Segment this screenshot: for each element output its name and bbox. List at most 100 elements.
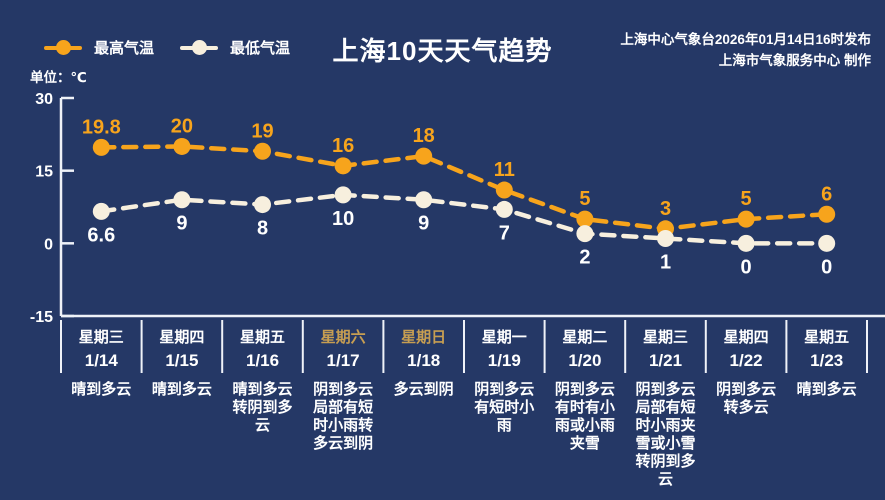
max-temp-value-label: 16 bbox=[332, 135, 354, 157]
day-name-label: 星期二 bbox=[562, 329, 608, 346]
min-temp-value-label: 10 bbox=[332, 208, 354, 230]
min-temp-point bbox=[576, 225, 594, 243]
min-temp-point bbox=[173, 191, 191, 209]
max-temp-point bbox=[576, 210, 594, 228]
forecast-day-column: 星期二 1/20 阴到多云有时有小雨或小雨夹雪 bbox=[545, 328, 626, 453]
date-label: 1/14 bbox=[84, 351, 118, 370]
min-temp-value-label: 1 bbox=[660, 251, 671, 273]
day-name-label: 星期三 bbox=[642, 329, 688, 346]
min-temp-point bbox=[92, 202, 110, 220]
date-label: 1/15 bbox=[165, 351, 199, 370]
min-temp-point bbox=[415, 191, 433, 209]
min-temp-value-label: 0 bbox=[821, 256, 832, 278]
day-name-label: 星期一 bbox=[481, 329, 527, 346]
min-temp-point bbox=[254, 196, 271, 214]
day-name-label: 星期五 bbox=[804, 329, 850, 346]
min-temp-point bbox=[657, 229, 674, 247]
max-temp-point bbox=[495, 181, 513, 199]
date-label: 1/16 bbox=[245, 351, 280, 370]
max-temp-value-label: 19.8 bbox=[82, 116, 121, 138]
max-temp-value-label: 5 bbox=[579, 188, 590, 210]
y-axis-tick-label: -15 bbox=[30, 309, 53, 326]
unit-label: 单位：℃ bbox=[30, 70, 87, 85]
legend-label-min: 最低气温 bbox=[230, 40, 291, 57]
day-name-label: 星期六 bbox=[320, 329, 366, 346]
weather-description: 晴到多云 bbox=[796, 381, 857, 398]
max-temp-value-label: 3 bbox=[660, 198, 671, 220]
weather-description: 晴到多云 bbox=[71, 381, 132, 398]
y-axis-tick-label: 30 bbox=[35, 91, 53, 108]
day-name-label: 星期三 bbox=[78, 329, 124, 346]
weather-description: 晴到多云 bbox=[151, 381, 212, 398]
min-temp-value-label: 9 bbox=[418, 213, 429, 235]
forecast-day-column: 星期四 1/15 晴到多云 bbox=[142, 328, 223, 399]
weather-description: 阴到多云转多云 bbox=[716, 381, 777, 416]
min-temp-value-label: 7 bbox=[499, 222, 510, 244]
forecast-day-column: 星期一 1/19 阴到多云有短时小雨 bbox=[464, 328, 545, 435]
forecast-day-column: 星期三 1/14 晴到多云 bbox=[61, 328, 142, 399]
forecast-day-column: 星期五 1/23 晴到多云 bbox=[786, 328, 867, 399]
min-temp-point bbox=[818, 234, 836, 252]
y-axis-tick-label: 0 bbox=[44, 236, 53, 253]
max-temp-point bbox=[334, 157, 352, 175]
day-name-label: 星期四 bbox=[723, 329, 769, 346]
source-line-issued: 上海中心气象台2026年01月14日16时发布 bbox=[620, 32, 871, 47]
forecast-day-column: 星期六 1/17 阴到多云局部有短时小雨转多云到阴 bbox=[303, 328, 384, 453]
source-line-producer: 上海市气象服务中心 制作 bbox=[718, 53, 871, 68]
date-label: 1/17 bbox=[326, 351, 360, 370]
max-temp-point bbox=[254, 142, 271, 160]
forecast-day-column: 星期日 1/18 多云到阴 bbox=[383, 328, 464, 399]
max-temp-line bbox=[99, 144, 829, 232]
max-temp-point bbox=[415, 147, 433, 165]
min-temp-point bbox=[737, 234, 755, 252]
source-attribution: 上海中心气象台2026年01月14日16时发布 上海市气象服务中心 制作 bbox=[620, 29, 871, 71]
date-label: 1/23 bbox=[810, 351, 844, 370]
max-temp-point bbox=[173, 137, 191, 155]
date-label: 1/18 bbox=[407, 351, 441, 370]
max-temp-value-label: 19 bbox=[251, 120, 273, 142]
max-temp-value-label: 5 bbox=[741, 188, 752, 210]
min-temp-point bbox=[495, 200, 513, 218]
date-label: 1/21 bbox=[648, 351, 683, 370]
min-temp-value-label: 0 bbox=[741, 256, 752, 278]
min-temp-marker-icon bbox=[180, 40, 219, 55]
max-temp-point bbox=[818, 205, 836, 223]
date-label: 1/20 bbox=[568, 351, 602, 370]
max-temp-value-label: 6 bbox=[821, 183, 832, 205]
min-temp-value-label: 2 bbox=[579, 247, 590, 269]
max-temp-point bbox=[737, 210, 755, 228]
forecast-day-column: 星期三 1/21 阴到多云局部有短时小雨夹雪或小雪转阴到多云 bbox=[625, 328, 706, 489]
y-axis-tick-label: 15 bbox=[35, 164, 53, 181]
min-temp-value-label: 9 bbox=[176, 213, 187, 235]
forecast-day-column: 星期五 1/16 晴到多云转阴到多云 bbox=[222, 328, 303, 435]
weather-description: 阴到多云局部有短时小雨转多云到阴 bbox=[313, 381, 374, 452]
max-temp-value-label: 11 bbox=[494, 159, 515, 181]
weather-description: 多云到阴 bbox=[393, 381, 454, 398]
date-label: 1/22 bbox=[729, 351, 763, 370]
min-temp-value-label: 6.6 bbox=[87, 224, 115, 246]
legend-dot bbox=[191, 40, 207, 55]
date-label: 1/19 bbox=[487, 351, 521, 370]
day-name-label: 星期五 bbox=[239, 329, 285, 346]
forecast-day-column: 星期四 1/22 阴到多云转多云 bbox=[706, 328, 787, 417]
min-temp-line bbox=[99, 192, 829, 246]
legend-item-min-temp: 最低气温 bbox=[180, 37, 290, 58]
day-name-label: 星期日 bbox=[401, 329, 447, 346]
legend-label-max: 最高气温 bbox=[94, 40, 155, 57]
weather-description: 阴到多云有时有小雨或小雨夹雪 bbox=[554, 381, 615, 452]
max-temp-value-label: 18 bbox=[413, 125, 435, 147]
legend: 最高气温 最低气温 bbox=[44, 37, 290, 58]
max-temp-point bbox=[92, 138, 110, 156]
weather-description: 阴到多云局部有短时小雨夹雪或小雪转阴到多云 bbox=[635, 381, 696, 488]
max-temp-marker-icon bbox=[44, 40, 82, 55]
page-title: 上海10天天气趋势 bbox=[332, 36, 553, 67]
legend-dot bbox=[55, 40, 71, 55]
weather-description: 晴到多云转阴到多云 bbox=[232, 381, 293, 434]
weather-description: 阴到多云有短时小雨 bbox=[474, 381, 535, 434]
day-name-label: 星期四 bbox=[159, 329, 205, 346]
max-temp-value-label: 20 bbox=[171, 115, 193, 137]
legend-item-max-temp: 最高气温 bbox=[44, 37, 154, 58]
